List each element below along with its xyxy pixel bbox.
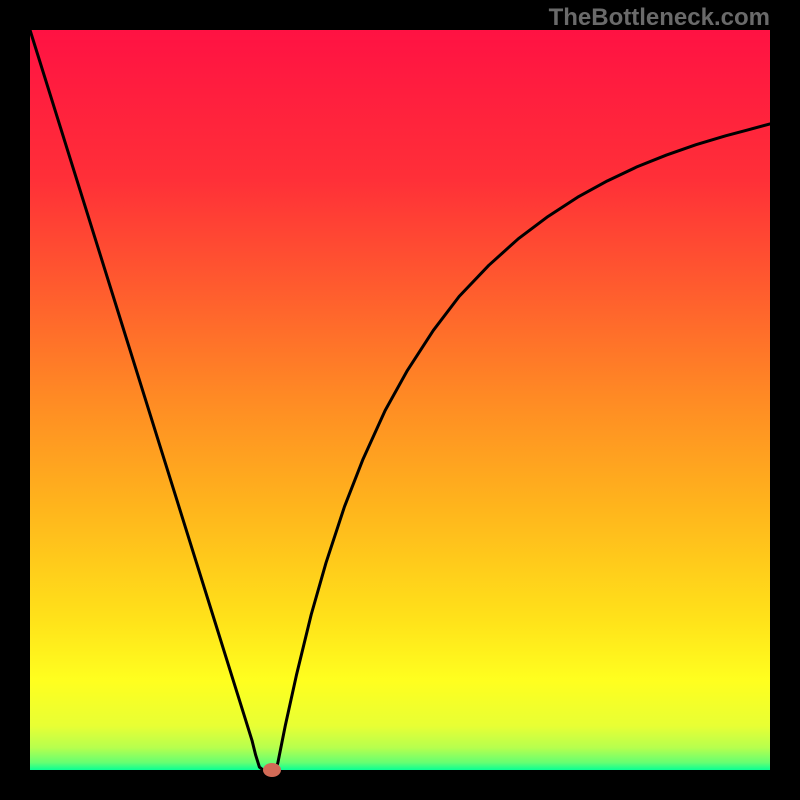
curve-svg: [0, 0, 800, 800]
v-curve: [30, 30, 770, 770]
watermark-text: TheBottleneck.com: [549, 4, 770, 32]
chart-frame: TheBottleneck.com: [0, 0, 800, 800]
minimum-marker: [263, 763, 281, 777]
